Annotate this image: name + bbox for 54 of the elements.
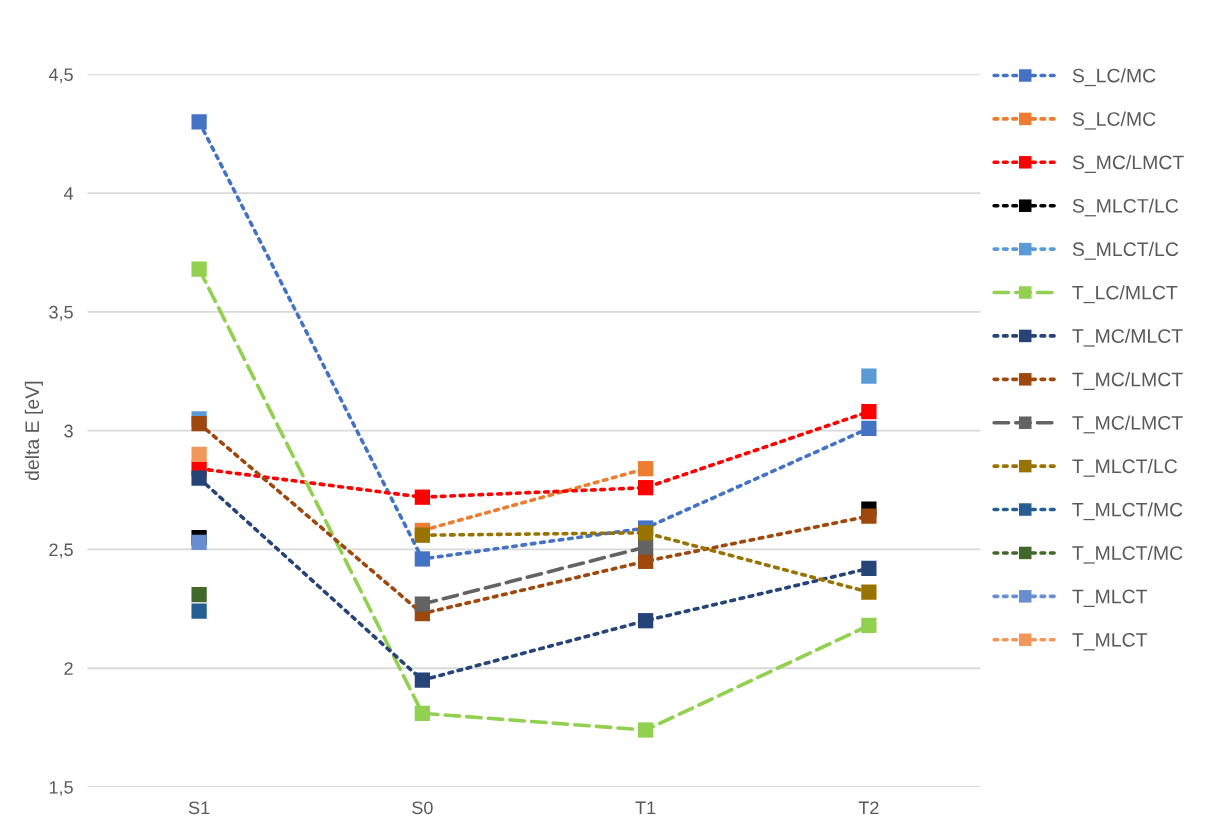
- legend-label: T_MC/MLCT: [1072, 328, 1183, 347]
- point: [191, 114, 207, 130]
- point: [191, 586, 207, 603]
- point: [414, 705, 430, 721]
- point: [191, 446, 207, 463]
- legend-label: T_MC/LMCT: [1072, 372, 1183, 390]
- legend-label: S_MLCT/LC: [1072, 198, 1179, 217]
- point: [414, 527, 430, 543]
- point: [637, 613, 654, 629]
- x-tick-label: S0: [412, 801, 433, 815]
- x-tick-label: T1: [635, 801, 656, 814]
- legend-label: T_MLCT/MC: [1072, 502, 1183, 521]
- legend-label: T_MLCT: [1072, 589, 1148, 608]
- y-tick-label: 4: [63, 187, 74, 200]
- point: [637, 461, 654, 477]
- point: [191, 415, 207, 432]
- point: [414, 596, 430, 612]
- point: [414, 672, 430, 688]
- point: [637, 722, 654, 738]
- y-axis-title: delta E [eV]: [24, 381, 43, 481]
- x-tick-label: T2: [858, 801, 879, 814]
- point: [861, 617, 877, 634]
- point: [637, 553, 654, 569]
- point: [861, 560, 877, 577]
- legend-label: T_MC/LMCT: [1072, 415, 1183, 434]
- legend-label: S_MLCT/LC: [1072, 241, 1179, 260]
- x-tick-label: S1: [188, 801, 210, 815]
- point: [191, 534, 207, 550]
- legend-label: S_LC/MC: [1072, 111, 1156, 130]
- point: [861, 508, 877, 524]
- y-tick-label: 2: [64, 662, 73, 675]
- point: [191, 603, 207, 619]
- legend-label: T_MLCT/MC: [1072, 545, 1183, 564]
- y-tick-label: 2,5: [49, 543, 73, 559]
- y-tick-label: 3: [64, 424, 73, 438]
- point: [861, 404, 877, 420]
- point: [637, 525, 654, 541]
- legend-label: S_MC/LMCT: [1072, 155, 1184, 173]
- legend-label: T_MLCT/LC: [1072, 458, 1178, 477]
- legend-label: S_LC/MC: [1072, 68, 1156, 87]
- y-tick-label: 4,5: [48, 68, 73, 84]
- y-tick-label: 1,5: [49, 781, 73, 796]
- point: [414, 551, 430, 567]
- point: [861, 420, 877, 436]
- point: [191, 261, 207, 277]
- point: [637, 480, 654, 496]
- point: [861, 584, 877, 600]
- legend-label: T_MLCT: [1072, 632, 1148, 651]
- point: [414, 489, 430, 505]
- legend-label: T_LC/MLCT: [1072, 285, 1178, 304]
- point: [637, 539, 654, 555]
- y-tick-label: 3,5: [49, 305, 73, 321]
- point: [191, 470, 207, 486]
- point: [861, 368, 877, 384]
